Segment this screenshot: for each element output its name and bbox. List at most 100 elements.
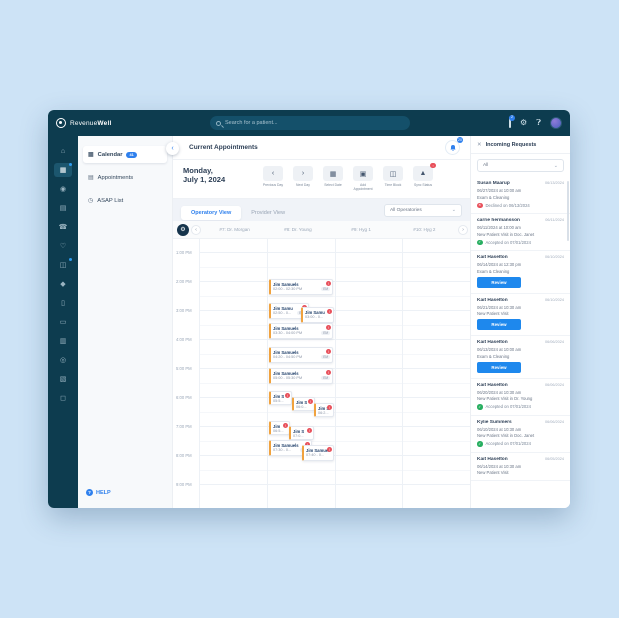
appointment-card[interactable]: Jim S 07:0...! xyxy=(289,426,314,441)
appointment-time: 06:0... xyxy=(296,404,307,409)
calendar-icon: ▦ xyxy=(59,167,67,174)
rail-item-media[interactable]: ▧ xyxy=(54,372,72,386)
appointment-patient-name: Jim S xyxy=(273,393,285,399)
request-date: 06/13/2024 xyxy=(544,181,564,185)
sidebar-item-appointments[interactable]: ▤ Appointments xyxy=(83,169,167,186)
tab-provider-view[interactable]: Provider View xyxy=(251,210,286,217)
request-item[interactable]: Susan Maarup 06/13/2024 06/27/2024 at 10:0… xyxy=(471,177,570,214)
rail-item-patients[interactable]: ◉ xyxy=(54,182,72,196)
columns-prev-button[interactable]: ‹ xyxy=(191,224,201,235)
add-appointment-icon: ▣ xyxy=(353,166,373,181)
appointment-time: 06:5... xyxy=(273,428,284,433)
sidebar-item-calendar[interactable]: ▦ Calendar 41 xyxy=(83,146,167,163)
patients-icon: ◉ xyxy=(59,186,67,193)
request-item[interactable]: Kait Haselton 06/10/2024 06/21/2024 at 10:… xyxy=(471,294,570,336)
calendar-grid[interactable]: 1:00 PM 2:00 PM 3:00 PM 4:00 PM 5:00 PM 6:00 … xyxy=(173,239,470,508)
search-input[interactable] xyxy=(225,120,404,126)
appointment-card[interactable]: Jim Samuels 02:00 - 02:30 PM EM! xyxy=(269,279,333,296)
notification-dot xyxy=(69,258,72,261)
page-title: Current Appointments xyxy=(189,144,258,151)
appointment-card[interactable]: Jim Samu 03:00 - 0...! xyxy=(301,307,334,324)
collapse-sidebar-button[interactable]: ‹ xyxy=(166,142,179,155)
appointment-card[interactable]: Jim Samuels 05:00 - 05:30 PM EM! xyxy=(269,368,333,385)
user-avatar[interactable] xyxy=(550,117,562,129)
request-item[interactable]: Kylie Summers 06/06/2024 06/10/2024 at 10:… xyxy=(471,416,570,453)
messages-icon: ▤ xyxy=(59,205,67,212)
rail-item-marketing[interactable]: ◆ xyxy=(54,277,72,291)
request-datetime: 06/21/2024 at 10:30 am xyxy=(477,304,522,310)
rail-item-forms[interactable]: ◫ xyxy=(54,258,72,272)
rail-item-home[interactable]: ⌂ xyxy=(54,144,72,158)
requests-filter-select[interactable]: All ⌄ xyxy=(477,159,564,172)
scrollbar[interactable] xyxy=(567,181,569,241)
toolbar-button-label: Select Date xyxy=(324,183,342,187)
appointment-card[interactable]: Jim Samuels 04:20 - 04:50 PM EM! xyxy=(269,347,333,364)
rail-item-education[interactable]: ▥ xyxy=(54,334,72,348)
request-item[interactable]: carrie hermansson 06/11/2024 06/11/2024 at… xyxy=(471,214,570,251)
appointment-patient-name: Jim Samu xyxy=(273,305,293,311)
bell-badge: 20 xyxy=(457,137,463,143)
previous-day-button[interactable]: ‹ Previous Day xyxy=(261,166,285,191)
half-hour-line xyxy=(199,324,470,326)
appointment-patient-name: Jim S xyxy=(293,428,305,434)
sync-status-icon: ▲! xyxy=(413,163,436,181)
close-icon[interactable]: ✕ xyxy=(477,141,482,148)
appointment-card[interactable]: Jim S 05:5...! xyxy=(269,391,292,406)
appointment-card[interactable]: Jim Samuel 07:40 - 0...! xyxy=(302,445,334,462)
request-item[interactable]: Kait Haselton 06/06/2024 06/20/2024 at 10:… xyxy=(471,379,570,416)
request-item[interactable]: Kait Haselton 06/06/2024 06/13/2024 at 10:… xyxy=(471,336,570,379)
help-button[interactable]: ❓︎ xyxy=(536,119,541,127)
time-block-icon: ◫ xyxy=(383,166,403,181)
rail-item-messages[interactable]: ▤ xyxy=(54,201,72,215)
requests-header: ✕ Incoming Requests xyxy=(471,136,570,154)
date-toolbar-row: Monday, July 1, 2024 ‹ Previous Day › Next … xyxy=(173,160,470,200)
column-header: #9: Hyg 1 xyxy=(351,227,371,233)
columns-next-button[interactable]: › xyxy=(458,224,468,235)
review-button[interactable]: Review xyxy=(477,276,521,288)
rail-item-reviews[interactable]: ♡ xyxy=(54,239,72,253)
notifications-button[interactable]: 20 xyxy=(445,137,463,155)
add-appointment-button[interactable]: ▣ Add Appointment xyxy=(351,166,375,191)
settings-button[interactable]: ⚙ xyxy=(520,119,527,127)
request-patient-name: carrie hermansson xyxy=(477,218,520,223)
appointment-card[interactable]: Jim Samuels 03:30 - 04:00 PM EM! xyxy=(269,323,333,340)
device-button[interactable]: 2 xyxy=(509,115,516,128)
sync-status-button[interactable]: ▲! Sync Status xyxy=(411,163,436,191)
sidebar-item-label: ASAP List xyxy=(97,197,124,204)
request-item[interactable]: Kait Haselton 06/05/2024 06/14/2024 at 10:… xyxy=(471,453,570,481)
review-button[interactable]: Review xyxy=(477,319,521,330)
request-datetime: 06/11/2024 at 10:00 am xyxy=(477,225,521,230)
rail-item-calendar[interactable]: ▦ xyxy=(54,163,72,177)
help-link[interactable]: ? HELP xyxy=(86,489,111,496)
search-icon xyxy=(216,120,221,126)
tab-operatory-view[interactable]: Operatory View xyxy=(181,206,242,221)
rail-item-team[interactable]: ◎ xyxy=(54,353,72,367)
appointment-card[interactable]: Jim S 06:0...! xyxy=(292,397,315,412)
review-button[interactable]: Review xyxy=(477,361,521,373)
request-datetime: 06/20/2024 at 10:30 am xyxy=(477,389,522,395)
brand-text: RevenueWell xyxy=(70,119,112,127)
rail-item-monitor[interactable]: ◻ xyxy=(54,391,72,405)
next-day-button[interactable]: › Next Day xyxy=(291,166,315,191)
time-block-button[interactable]: ◫ Time Block xyxy=(381,166,405,191)
chevron-down-icon: ⌄ xyxy=(553,162,558,169)
grid-settings-button[interactable]: ⚙ xyxy=(177,223,189,236)
request-item[interactable]: Kait Haselton 06/10/2024 06/14/2024 at 12:… xyxy=(471,251,570,294)
sidebar-item-asap-list[interactable]: ◷ ASAP List xyxy=(83,192,167,209)
column-divider xyxy=(199,239,200,508)
reviews-icon: ♡ xyxy=(59,243,67,250)
appointment-type-tag: EM xyxy=(321,286,330,291)
rail-item-chat[interactable]: ▭ xyxy=(54,315,72,329)
rail-item-phone[interactable]: ☎ xyxy=(54,220,72,234)
appointment-patient-name: Jim Samuels xyxy=(273,442,299,448)
request-item-top: Kait Haselton 06/10/2024 xyxy=(477,255,564,260)
select-date-button[interactable]: ▦ Select Date xyxy=(321,166,345,191)
operatory-filter-select[interactable]: All Operatories ⌄ xyxy=(384,203,462,217)
time-label: 4:00 PM xyxy=(176,337,192,343)
appointment-card[interactable]: Jim 06:5...! xyxy=(269,421,290,436)
accepted-icon: ✓ xyxy=(477,404,483,410)
patient-search[interactable] xyxy=(210,116,410,130)
help-label: HELP xyxy=(96,489,111,496)
appointment-card[interactable]: Jim S 06:2...! xyxy=(314,403,334,418)
rail-item-documents[interactable]: ▯ xyxy=(54,296,72,310)
